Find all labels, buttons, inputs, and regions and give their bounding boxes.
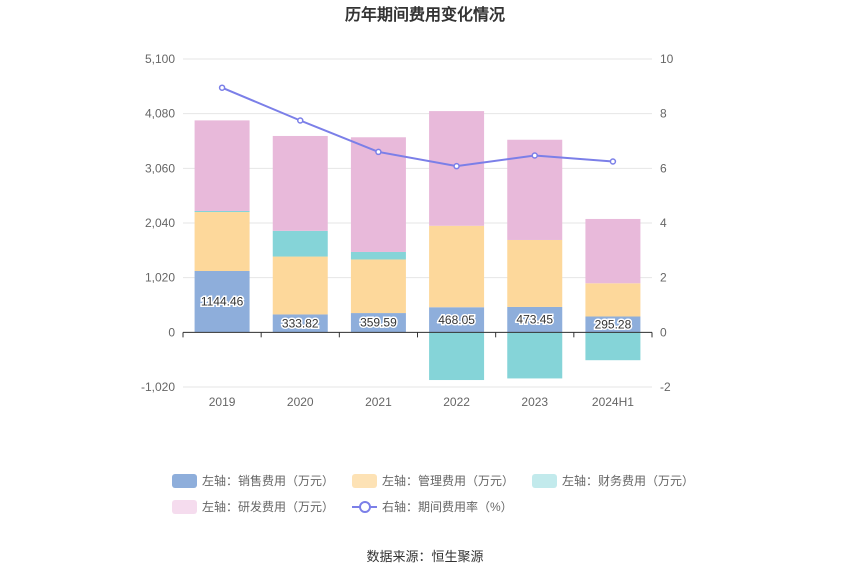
left-tick-label: 1,020 [145, 271, 175, 285]
left-tick-label: 4,080 [145, 107, 175, 121]
bar-segment [272, 314, 328, 333]
bar-segment [507, 239, 563, 307]
legend-item-rnd[interactable]: 左轴：研发费用（万元） [172, 498, 334, 515]
x-tick-label: 2021 [365, 395, 392, 409]
bar-segment [429, 332, 485, 381]
legend-row-2: 左轴：研发费用（万元） 右轴：期间费用率（%） [172, 498, 531, 515]
x-tick-label: 2020 [287, 395, 314, 409]
bar-segment [350, 251, 406, 260]
rate-point [375, 148, 382, 156]
left-axis: 5,100 4,080 3,060 2,040 1,020 0 -1,020 [141, 52, 175, 394]
bar-segment [272, 135, 328, 231]
right-tick-label: 6 [660, 161, 667, 175]
bar-segment [350, 259, 406, 314]
right-tick-label: 8 [660, 107, 667, 121]
bar-segment [429, 307, 485, 333]
left-tick-label: 3,060 [145, 161, 175, 175]
rate-point [531, 152, 538, 159]
legend-swatch-rnd [172, 499, 197, 514]
right-axis: 10 8 6 4 2 0 -2 [660, 52, 674, 394]
rate-point [453, 162, 460, 170]
bar-segment [194, 210, 250, 213]
legend-item-finance[interactable]: 左轴：财务费用（万元） [532, 472, 694, 489]
data-label-sales: 333.82 [282, 316, 319, 330]
data-source: 数据来源：恒生聚源 [366, 549, 484, 564]
chart-title: 历年期间费用变化情况 [345, 5, 505, 24]
bar-segment [585, 283, 641, 317]
legend-item-sales[interactable]: 左轴：销售费用（万元） [172, 472, 334, 489]
left-tick-label: 2,040 [145, 216, 175, 230]
bar-segment [272, 230, 328, 257]
bar-segment [585, 332, 641, 361]
bar-segment [350, 137, 406, 252]
x-tick-label: 2024H1 [592, 395, 634, 409]
bar-segment [429, 225, 485, 308]
legend-label-rnd: 左轴：研发费用（万元） [202, 500, 335, 514]
x-tick-label: 2023 [521, 395, 548, 409]
right-tick-label: 4 [660, 216, 667, 230]
left-tick-label: 0 [168, 325, 175, 339]
legend-swatch-finance [532, 473, 558, 488]
left-tick-label: 5,100 [145, 52, 175, 66]
data-label-sales: 468.05 [438, 313, 475, 327]
bar-segment [194, 120, 250, 211]
legend-swatch-admin [352, 473, 378, 488]
right-tick-label: 0 [660, 325, 667, 339]
x-tick-label: 2019 [209, 395, 236, 409]
bar-segment [507, 306, 563, 333]
x-tick-label: 2022 [443, 395, 470, 409]
data-label-sales: 1144.46 [201, 295, 244, 309]
bar-segment [194, 212, 250, 271]
legend-item-admin[interactable]: 左轴：管理费用（万元） [352, 472, 514, 489]
rate-point [297, 117, 304, 124]
right-tick-label: 2 [660, 271, 667, 285]
bar-segment [272, 256, 328, 315]
bar-segment [350, 313, 406, 333]
bar-segment [507, 332, 563, 379]
rate-point [218, 84, 226, 91]
legend-swatch-rate [352, 500, 378, 514]
rate-line [218, 84, 617, 170]
rate-point [609, 158, 617, 165]
legend-label-finance: 左轴：财务费用（万元） [562, 474, 695, 488]
legend-label-rate: 右轴：期间费用率（%） [382, 500, 513, 514]
bar-segment [585, 218, 641, 284]
left-tick-label: -1,020 [141, 380, 175, 394]
legend-label-admin: 左轴：管理费用（万元） [382, 474, 515, 488]
data-label-sales: 295.28 [595, 317, 632, 331]
legend-row-1: 左轴：销售费用（万元） 左轴：管理费用（万元） 左轴：财务费用（万元） [172, 472, 712, 489]
data-labels: 1144.46 333.82 359.59 468.05 473.45 295.28 [199, 293, 633, 333]
data-label-sales: 473.45 [516, 313, 553, 327]
gridlines [183, 58, 652, 388]
legend-item-rate[interactable]: 右轴：期间费用率（%） [352, 498, 513, 515]
right-tick-label: -2 [660, 380, 671, 394]
bar-segment [194, 270, 250, 333]
data-label-sales: 359.59 [360, 316, 397, 330]
legend-label-sales: 左轴：销售费用（万元） [202, 474, 335, 488]
right-tick-label: 10 [660, 52, 674, 66]
legend-swatch-sales [172, 473, 197, 488]
rate-line-path [221, 86, 613, 168]
x-axis: 2019 2020 2021 2022 2023 2024H1 [182, 332, 653, 409]
bars [194, 111, 641, 381]
bar-segment [585, 316, 641, 333]
